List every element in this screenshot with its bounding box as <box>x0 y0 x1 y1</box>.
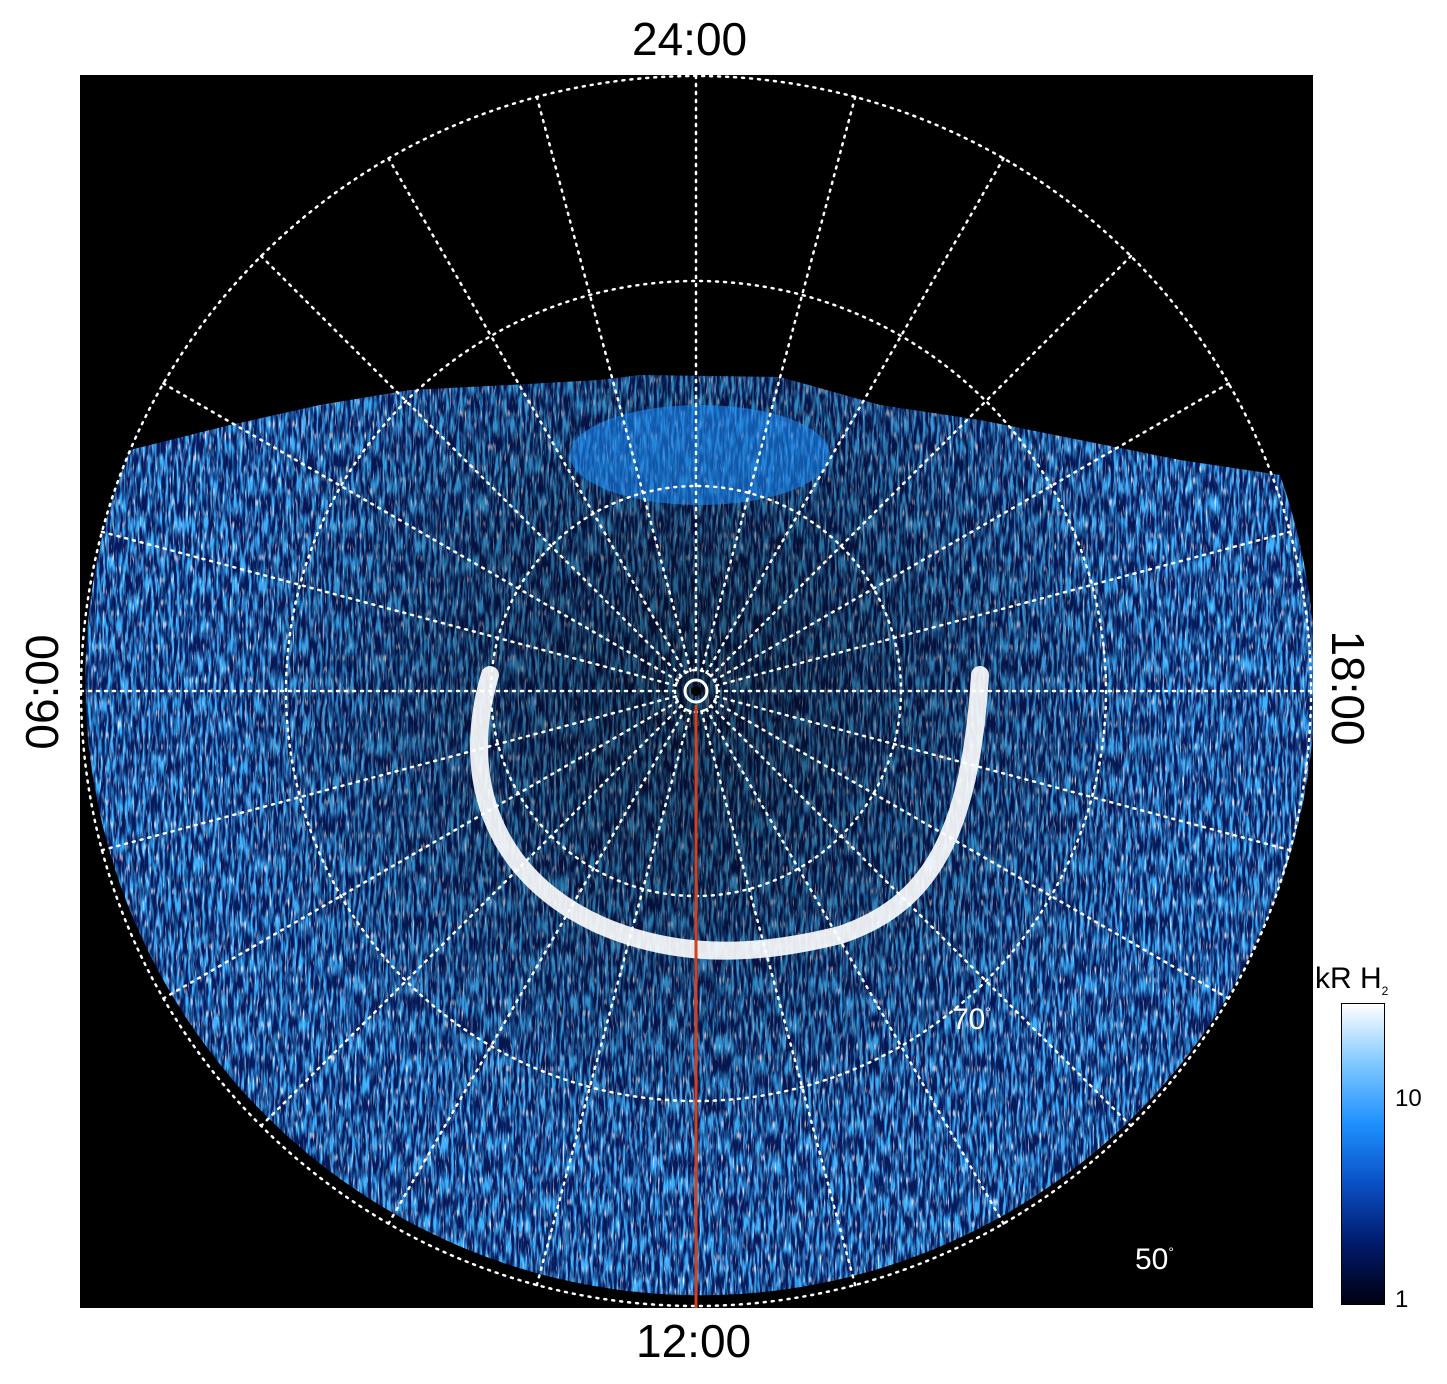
nightside-emission <box>570 405 830 505</box>
meridian-19 <box>100 530 677 687</box>
meridian-1 <box>700 95 857 672</box>
colorbar-tick-10: 10 <box>1395 1085 1422 1112</box>
meridian-21 <box>259 254 683 678</box>
latitude-circle-1 <box>284 279 1108 1103</box>
meridian-14 <box>387 707 687 1225</box>
latitude-label-50: 50° <box>1135 1243 1174 1276</box>
meridian-7 <box>715 695 1292 852</box>
local-time-label-noon: 12:00 <box>636 1315 752 1367</box>
polar-auroral-map: 70° 50° <box>80 75 1313 1308</box>
meridian-16 <box>162 700 680 1000</box>
local-time-label-dawn: 06:00 <box>16 634 68 750</box>
meridian-5 <box>715 530 1292 687</box>
meridian-11 <box>700 710 857 1287</box>
meridian-9 <box>709 704 1133 1128</box>
meridian-22 <box>387 157 687 675</box>
meridian-23 <box>535 95 692 672</box>
latitude-label-70: 70° <box>952 1003 991 1036</box>
meridian-15 <box>259 704 683 1128</box>
colorbar <box>1341 1003 1385 1305</box>
meridian-2 <box>705 157 1005 675</box>
meridian-8 <box>712 700 1230 1000</box>
auroral-image <box>80 75 1313 1308</box>
meridian-13 <box>535 710 692 1287</box>
local-time-label-midnight: 24:00 <box>632 13 748 65</box>
meridian-10 <box>705 707 1005 1225</box>
local-time-label-dusk: 18:00 <box>1322 630 1374 746</box>
meridian-20 <box>162 382 680 682</box>
colorbar-tick-1: 1 <box>1395 1286 1409 1313</box>
pole-marker <box>683 678 709 704</box>
meridian-4 <box>712 382 1230 682</box>
colorbar-title: kR H2 <box>1315 962 1389 998</box>
lat-lon-grid <box>80 75 1313 1308</box>
meridian-17 <box>100 695 677 852</box>
meridian-3 <box>709 254 1133 678</box>
main-oval-arc <box>470 666 989 960</box>
